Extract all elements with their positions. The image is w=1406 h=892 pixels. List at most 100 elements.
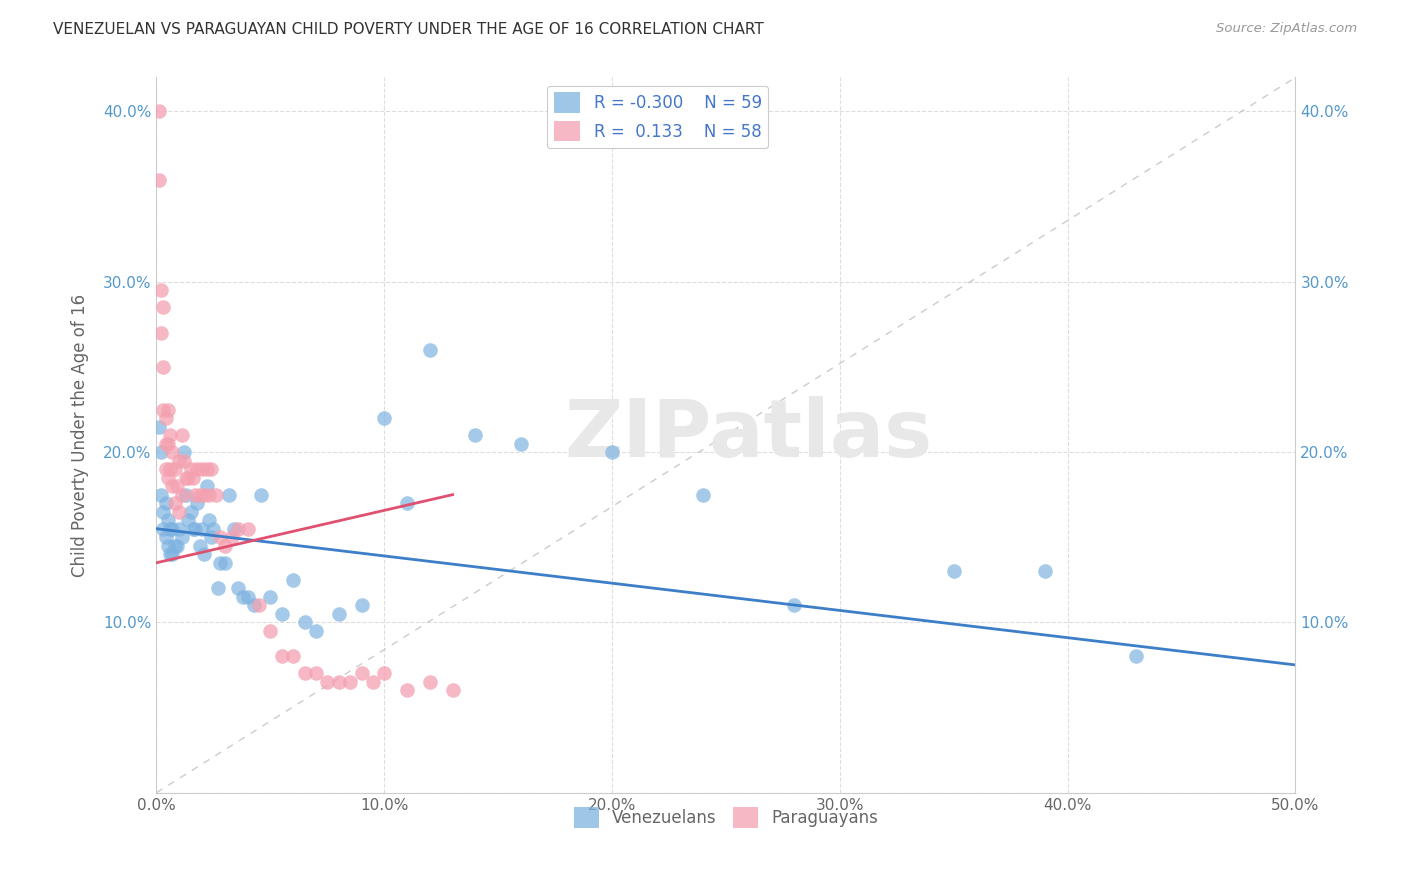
Point (339, 675, 361, 690)
Point (396, 683, 419, 698)
Point (200, 462, 222, 476)
Point (200, 530, 222, 544)
Point (150, 326, 173, 340)
Point (373, 666, 395, 681)
Point (692, 488, 714, 502)
Point (195, 462, 218, 476)
Point (218, 488, 240, 502)
Point (191, 522, 214, 536)
Point (232, 590, 254, 604)
Point (184, 488, 207, 502)
Point (328, 675, 350, 690)
Point (236, 590, 259, 604)
Point (169, 522, 191, 536)
Y-axis label: Child Poverty Under the Age of 16: Child Poverty Under the Age of 16 (72, 293, 89, 576)
Point (222, 522, 245, 536)
Point (270, 649, 292, 664)
Point (159, 462, 181, 476)
Point (250, 488, 273, 502)
Point (163, 539, 186, 553)
Point (198, 488, 221, 502)
Point (294, 615, 316, 630)
Legend: Venezuelans, Paraguayans: Venezuelans, Paraguayans (567, 801, 884, 834)
Point (419, 675, 441, 690)
Point (150, 488, 173, 502)
Point (169, 505, 191, 519)
Point (152, 505, 174, 519)
Point (186, 462, 208, 476)
Point (181, 470, 204, 484)
Point (152, 301, 174, 315)
Point (170, 530, 193, 544)
Point (270, 607, 292, 621)
Point (305, 624, 328, 638)
Point (148, 419, 170, 434)
Point (166, 479, 188, 493)
Point (152, 402, 174, 417)
Point (162, 445, 184, 459)
Point (181, 522, 204, 536)
Point (156, 539, 179, 553)
Point (156, 436, 179, 450)
Point (247, 599, 270, 613)
Point (152, 359, 174, 374)
Point (441, 683, 464, 698)
Point (162, 522, 184, 536)
Point (221, 530, 243, 544)
Point (156, 402, 179, 417)
Point (186, 496, 208, 510)
Text: ZIPatlas: ZIPatlas (565, 396, 932, 474)
Point (150, 445, 173, 459)
Point (259, 624, 281, 638)
Point (419, 343, 441, 357)
Point (170, 428, 193, 442)
Point (350, 599, 373, 613)
Point (209, 530, 232, 544)
Point (193, 547, 215, 561)
Point (243, 599, 266, 613)
Point (159, 547, 181, 561)
Point (162, 479, 184, 493)
Point (169, 453, 191, 467)
Point (316, 675, 339, 690)
Point (152, 522, 174, 536)
Point (202, 522, 225, 536)
Point (942, 564, 965, 578)
Point (328, 607, 350, 621)
Point (193, 488, 215, 502)
Point (283, 573, 305, 587)
Point (155, 496, 177, 510)
Point (162, 547, 184, 561)
Point (204, 488, 226, 502)
Point (510, 436, 533, 450)
Point (155, 530, 177, 544)
Point (209, 556, 232, 570)
Point (259, 590, 281, 604)
Point (283, 649, 305, 664)
Point (600, 445, 623, 459)
Point (228, 582, 250, 596)
Point (373, 411, 395, 425)
Point (166, 539, 188, 553)
Point (361, 675, 384, 690)
Point (1125, 649, 1147, 664)
Point (228, 522, 250, 536)
Point (150, 283, 173, 297)
Point (305, 666, 328, 681)
Point (163, 462, 186, 476)
Point (198, 513, 221, 527)
Point (177, 470, 200, 484)
Point (170, 488, 193, 502)
Point (294, 666, 316, 681)
Point (180, 505, 202, 519)
Point (214, 556, 236, 570)
Point (174, 488, 197, 502)
Point (163, 496, 186, 510)
Point (236, 522, 259, 536)
Point (188, 539, 211, 553)
Point (156, 470, 179, 484)
Point (177, 513, 200, 527)
Point (214, 539, 236, 553)
Point (207, 582, 229, 596)
Point (155, 436, 177, 450)
